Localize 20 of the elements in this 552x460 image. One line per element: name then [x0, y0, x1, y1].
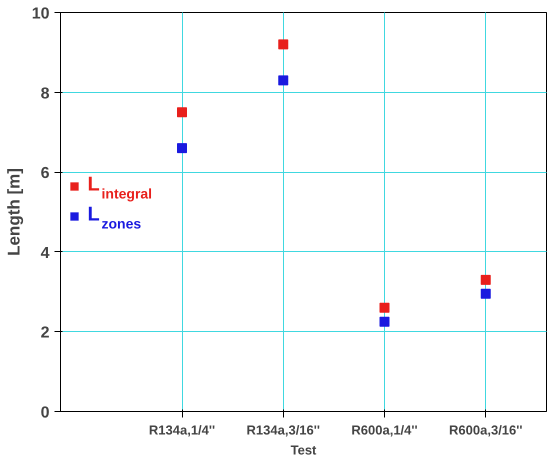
x-tick-label: R600a,1/4'': [351, 422, 418, 438]
y-tick-label: 8: [40, 85, 50, 102]
y-tick-label: 10: [32, 6, 50, 22]
point: [278, 39, 288, 50]
point: [480, 274, 491, 285]
x-axis-title: Test: [290, 442, 318, 458]
y-tick-label: 2: [40, 324, 50, 342]
y-tick-label: 4: [40, 244, 50, 262]
x-tick-label: R600a,3/16'': [449, 422, 522, 438]
x-tick-label: R134a,3/16'': [246, 422, 320, 438]
x-tick-label: R134a,1/4'': [148, 422, 216, 438]
y-axis-title: Length [m]: [4, 168, 24, 256]
point: [480, 288, 491, 299]
y-tick-label: 6: [40, 165, 50, 182]
point: [278, 75, 288, 86]
point: [380, 302, 390, 313]
point: [177, 107, 187, 118]
y-tick-label: 0: [40, 404, 50, 422]
point: [177, 143, 187, 154]
point: [380, 316, 390, 327]
